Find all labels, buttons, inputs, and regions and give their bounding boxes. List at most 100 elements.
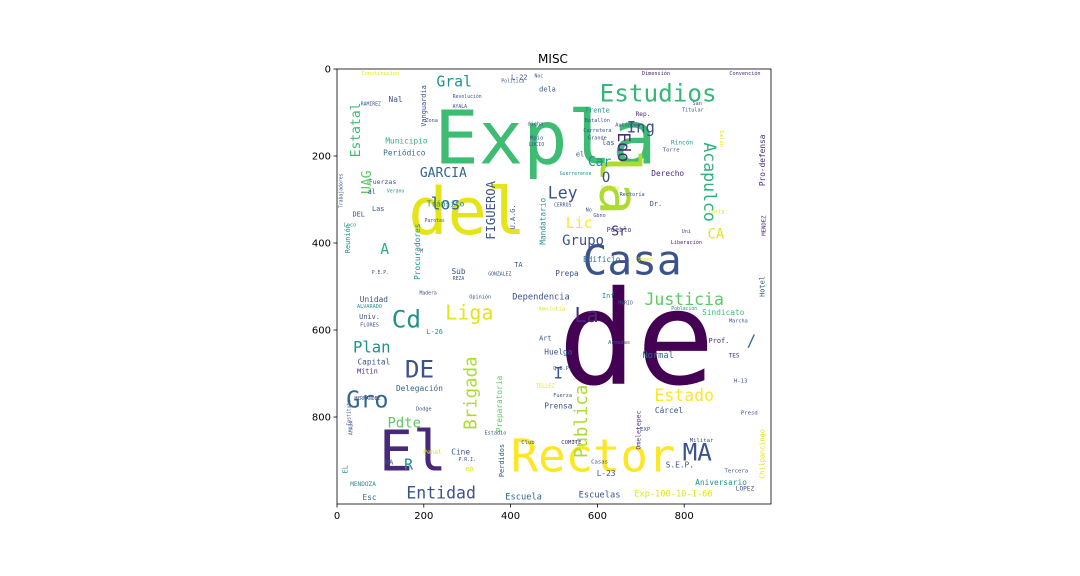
word-70: Hotel [758,276,766,297]
word-49: Edificio [583,255,621,264]
word-16: Entidad [406,484,476,503]
word-83: Prof. [709,337,730,345]
word-43: Escuela [505,492,542,502]
word-77: Nal [389,95,403,104]
word-136: ALVARADO [357,304,382,310]
word-100: H-13 [734,378,747,384]
word-52: Cárcel [655,406,683,415]
word-55: Aniversario [695,478,747,487]
word-3: Casa [583,236,682,284]
word-44: Exp-100-10-1-66 [634,489,712,499]
word-129: Parotas [425,218,445,224]
word-32: Lic [566,215,593,232]
word-40: / [747,332,756,350]
word-116: Opinión [469,293,491,300]
word-91: Univ. [359,313,380,321]
word-29: FIGUEROA [484,180,498,239]
word-67: Vanguardia [420,85,428,127]
word-140: MARIO [618,300,633,306]
word-106: Casas [591,460,608,466]
word-163: Q.B.P. [553,366,572,372]
word-22: Ing [627,119,655,137]
word-151: Grande [588,136,607,142]
word-34: Sr [611,225,627,240]
word-66: Pro-defensa [758,134,767,186]
word-74: Rep. [636,111,651,118]
word-94: las [602,139,614,147]
word-19: Pública [572,385,592,458]
word-72: Omeletepec [635,410,643,449]
word-110: Militar [690,438,714,444]
word-135: FLORES [360,323,379,329]
word-56: Sindicato [702,308,745,317]
word-61: Procuradores [413,224,422,280]
word-65: Preparatoria [495,375,504,432]
word-51: Huelga [544,347,572,356]
word-47: Tránsito [427,199,465,208]
word-124: Gbno [593,213,606,219]
word-158: Zona [425,118,438,124]
word-117: Fuerza [553,393,572,399]
x-tick-label: 400 [501,511,520,522]
word-58: S.E.P. [666,460,694,469]
word-115: Amnistía [538,306,565,313]
word-68: U.A.G. [509,204,517,229]
y-axis: 0 200 400 600 800 [312,65,337,424]
word-71: Perdidos [498,444,506,477]
word-137: HERNANDEZ [354,396,380,402]
word-73: Frente [585,106,610,114]
word-108: Club [521,440,535,446]
word-1: Expla [434,96,656,182]
word-14: MA [683,437,713,466]
word-54: Normal [642,351,673,361]
word-33: Car [588,155,612,170]
word-75: L-22 [511,74,528,82]
word-149: Autónoma [615,122,640,129]
word-92: Mitin [357,367,378,375]
word-10: Gro [346,386,388,414]
word-138: AMADA [349,421,355,436]
word-102: MENDOZA [350,481,376,488]
word-31: UAG [360,170,375,194]
word-141: Armadas [608,340,630,346]
x-axis: 0 200 400 600 800 [334,504,694,522]
word-64: Mandatario [539,197,548,244]
word-132: Madera [419,290,436,296]
word-15: Estado [654,386,714,405]
word-101: LOPEZ [736,486,755,493]
word-99: L-26 [426,328,443,336]
y-tick-label: 0 [325,65,331,76]
word-82: Dr. [650,200,662,208]
word-142: Constitución [362,70,399,77]
word-25: Grupo [562,233,604,249]
word-17: Acapulco [700,142,719,221]
word-38: A [380,241,389,258]
word-90: Sub [451,267,465,276]
word-152: Titular [682,107,704,113]
word-88: NA [385,459,394,467]
word-89: Penal [423,449,442,456]
word-26: Plan [353,338,391,356]
word-20: Ley [548,183,578,202]
word-148: Batallón [585,117,610,124]
word-50: Prepa [555,269,579,278]
word-113: Torre [663,147,680,153]
word-122: Carta [709,210,725,216]
word-147: Noc [534,73,543,79]
word-4: la [588,149,651,214]
word-145: Revolución [453,93,482,100]
word-63: Unidad [360,295,388,304]
word-41: Dependencia [512,292,570,302]
word-103: MENDEZ [761,215,767,236]
word-130: Verano [387,189,404,195]
word-112: Rincón [671,138,693,146]
word-46: Periódico [383,148,426,157]
word-53: Prensa [544,402,572,411]
word-76: dela [539,85,556,93]
word-98: TA [514,261,523,269]
word-57: Derecho [651,169,684,178]
word-87: en [465,465,473,473]
word-78: Cine [451,447,470,456]
word-104: EL [342,465,350,473]
